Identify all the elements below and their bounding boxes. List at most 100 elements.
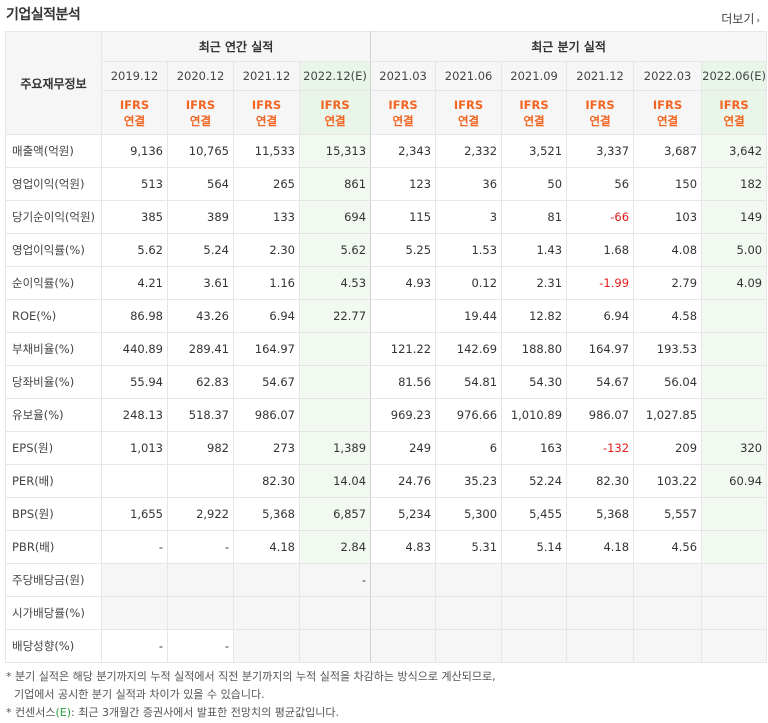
row-label: BPS(원) bbox=[5, 497, 102, 531]
table-cell: 163 bbox=[501, 431, 568, 465]
table-cell: 3,687 bbox=[633, 134, 703, 168]
table-cell bbox=[701, 563, 768, 597]
table-cell: 1,655 bbox=[101, 497, 168, 531]
row-label: 주당배당금(원) bbox=[5, 563, 102, 597]
table-cell: 982 bbox=[167, 431, 234, 465]
table-cell: 5,368 bbox=[566, 497, 635, 531]
table-cell: 1.43 bbox=[501, 233, 568, 267]
table-cell: 4.21 bbox=[101, 266, 168, 300]
basis-type: IFRS bbox=[652, 97, 683, 112]
table-cell bbox=[101, 596, 168, 630]
table-cell: 6.94 bbox=[233, 299, 300, 333]
period-header: 2021.12 bbox=[566, 61, 635, 91]
table-cell: - bbox=[167, 530, 234, 564]
table-row: ROE(%) 86.98 43.26 6.94 22.77 19.44 12.82 6.94 4… bbox=[5, 299, 768, 333]
table-cell: 35.23 bbox=[435, 464, 503, 498]
row-label: ROE(%) bbox=[5, 299, 102, 333]
table-cell: 6,857 bbox=[298, 497, 372, 531]
table-cell bbox=[501, 596, 568, 630]
table-cell: 1.16 bbox=[233, 266, 300, 300]
table-cell: 150 bbox=[633, 167, 703, 201]
table-cell: 1,027.85 bbox=[633, 398, 703, 432]
table-cell: 694 bbox=[298, 200, 372, 234]
table-cell: 5,455 bbox=[501, 497, 568, 531]
table-cell: 1.68 bbox=[566, 233, 635, 267]
table-cell: 5.25 bbox=[370, 233, 437, 267]
table-row: 부채비율(%) 440.89 289.41 164.97 121.22 142.69 188… bbox=[5, 332, 768, 366]
table-cell bbox=[701, 497, 768, 531]
basis-type: IFRS bbox=[185, 97, 216, 112]
basis-type: IFRS bbox=[251, 97, 282, 112]
table-cell: 5.14 bbox=[501, 530, 568, 564]
period-header: 2020.12 bbox=[167, 61, 234, 91]
chevron-right-icon: › bbox=[756, 16, 760, 26]
table-cell bbox=[435, 596, 503, 630]
table-cell bbox=[701, 332, 768, 366]
table-cell: 248.13 bbox=[101, 398, 168, 432]
table-row: 당좌비율(%) 55.94 62.83 54.67 81.56 54.81 54.30 54.… bbox=[5, 365, 768, 399]
table-cell bbox=[501, 629, 568, 663]
table-cell: 4.83 bbox=[370, 530, 437, 564]
section-title: 기업실적분석 bbox=[6, 7, 81, 23]
table-cell: 54.81 bbox=[435, 365, 503, 399]
basis-type: IFRS bbox=[719, 97, 749, 112]
table-cell bbox=[370, 563, 437, 597]
row-label: PBR(배) bbox=[5, 530, 102, 564]
table-cell: 121.22 bbox=[370, 332, 437, 366]
table-cell bbox=[435, 563, 503, 597]
basis-header: IFRS 연결 bbox=[701, 90, 768, 135]
table-cell: 969.23 bbox=[370, 398, 437, 432]
table-cell bbox=[701, 530, 768, 564]
basis-header: IFRS 연결 bbox=[435, 90, 503, 135]
basis-scope: 연결 bbox=[189, 113, 212, 128]
table-cell: 193.53 bbox=[633, 332, 703, 366]
table-cell: 440.89 bbox=[101, 332, 168, 366]
footnote-1b: 기업에서 공시한 분기 실적과 차이가 있을 수 있습니다. bbox=[14, 688, 265, 701]
table-cell: 103 bbox=[633, 200, 703, 234]
table-cell: 54.67 bbox=[233, 365, 300, 399]
table-cell: 188.80 bbox=[501, 332, 568, 366]
table-cell: 289.41 bbox=[167, 332, 234, 366]
table-row: EPS(원) 1,013 982 273 1,389 249 6 163 -132 209 320 bbox=[5, 431, 768, 465]
table-cell: 1.53 bbox=[435, 233, 503, 267]
row-label: EPS(원) bbox=[5, 431, 102, 465]
table-cell: 518.37 bbox=[167, 398, 234, 432]
row-label: 배당성향(%) bbox=[5, 629, 102, 663]
table-cell: 1,013 bbox=[101, 431, 168, 465]
table-cell bbox=[701, 365, 768, 399]
table-cell: 5,557 bbox=[633, 497, 703, 531]
table-cell: 564 bbox=[167, 167, 234, 201]
table-cell: 12.82 bbox=[501, 299, 568, 333]
table-cell: 6.94 bbox=[566, 299, 635, 333]
row-label: 영업이익률(%) bbox=[5, 233, 102, 267]
table-row: 순이익률(%) 4.21 3.61 1.16 4.53 4.93 0.12 2.31 -1.99… bbox=[5, 266, 768, 300]
basis-scope: 연결 bbox=[324, 113, 346, 128]
table-cell: 82.30 bbox=[233, 464, 300, 498]
more-link[interactable]: 더보기 › bbox=[721, 10, 760, 27]
row-label: 시가배당률(%) bbox=[5, 596, 102, 630]
table-cell bbox=[566, 629, 635, 663]
basis-header: IFRS 연결 bbox=[101, 90, 168, 135]
table-cell bbox=[701, 629, 768, 663]
table-cell: 5.62 bbox=[101, 233, 168, 267]
table-row: 시가배당률(%) bbox=[5, 596, 768, 630]
table-cell: 164.97 bbox=[233, 332, 300, 366]
table-cell bbox=[298, 332, 372, 366]
table-cell bbox=[233, 629, 300, 663]
table-cell: 4.58 bbox=[633, 299, 703, 333]
basis-scope: 연결 bbox=[523, 113, 545, 128]
table-cell: 3 bbox=[435, 200, 503, 234]
table-cell: 22.77 bbox=[298, 299, 372, 333]
table-cell: 24.76 bbox=[370, 464, 437, 498]
period-header: 2021.09 bbox=[501, 61, 568, 91]
financial-table: 주요재무정보 최근 연간 실적 최근 분기 실적 2019.12 2020.12 2… bbox=[5, 31, 768, 663]
basis-type: IFRS bbox=[519, 97, 549, 112]
table-cell: 976.66 bbox=[435, 398, 503, 432]
period-header: 2022.12(E) bbox=[298, 61, 372, 91]
table-cell bbox=[370, 629, 437, 663]
row-label: PER(배) bbox=[5, 464, 102, 498]
more-label: 더보기 bbox=[721, 12, 755, 26]
table-cell bbox=[233, 563, 300, 597]
table-cell: 4.93 bbox=[370, 266, 437, 300]
table-cell: 56 bbox=[566, 167, 635, 201]
